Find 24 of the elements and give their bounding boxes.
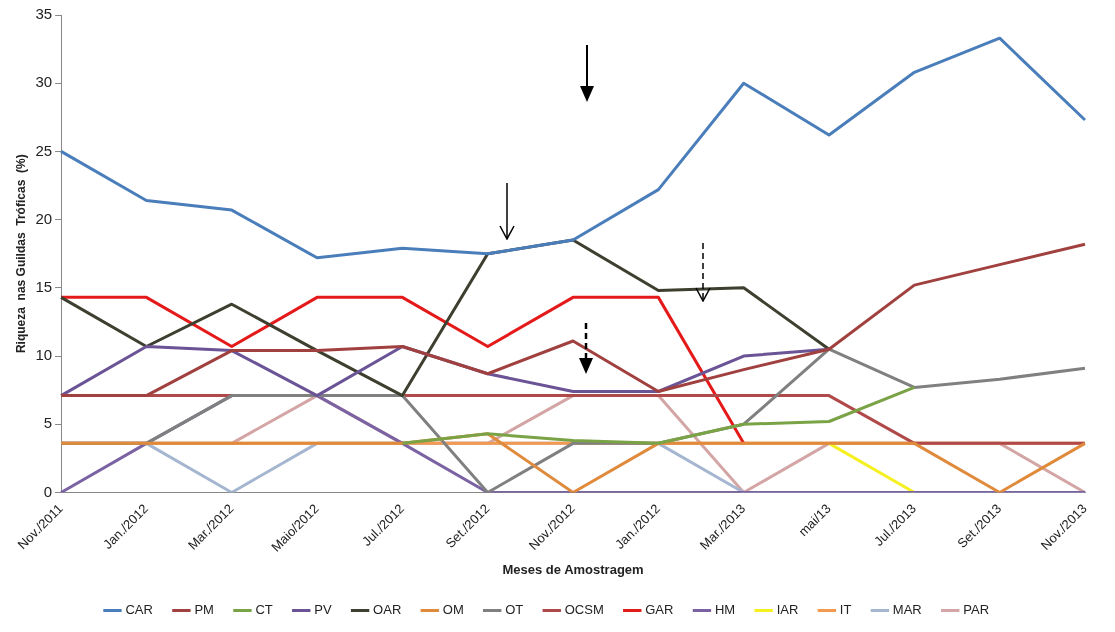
y-tick-label: 0 xyxy=(43,482,53,500)
legend-label: HM xyxy=(714,602,736,618)
x-axis-title: Meses de Amostragem xyxy=(502,561,644,577)
y-tick-label: 20 xyxy=(35,209,53,227)
y-tick-label: 5 xyxy=(43,414,53,432)
legend-label: PV xyxy=(314,602,332,618)
legend-label: PAR xyxy=(963,602,990,618)
y-tick-label: 25 xyxy=(35,141,53,159)
legend-label: OT xyxy=(505,602,524,618)
legend-label: OCSM xyxy=(564,602,604,618)
legend-label: GAR xyxy=(645,602,674,618)
y-tick-label: 15 xyxy=(35,277,53,295)
y-axis-title: Riqueza nas Guildas Tróficas (%) xyxy=(13,154,28,354)
legend-label: OAR xyxy=(373,602,402,618)
legend-label: MAR xyxy=(892,602,922,618)
legend-label: CT xyxy=(255,602,273,618)
legend-label: IT xyxy=(839,602,852,618)
legend-label: CAR xyxy=(125,602,153,618)
y-tick-label: 30 xyxy=(35,73,53,91)
legend-label: OM xyxy=(442,602,464,618)
y-tick-label: 10 xyxy=(35,346,53,364)
legend-label: PM xyxy=(194,602,214,618)
legend-label: IAR xyxy=(776,602,799,618)
y-tick-label: 35 xyxy=(35,5,53,23)
